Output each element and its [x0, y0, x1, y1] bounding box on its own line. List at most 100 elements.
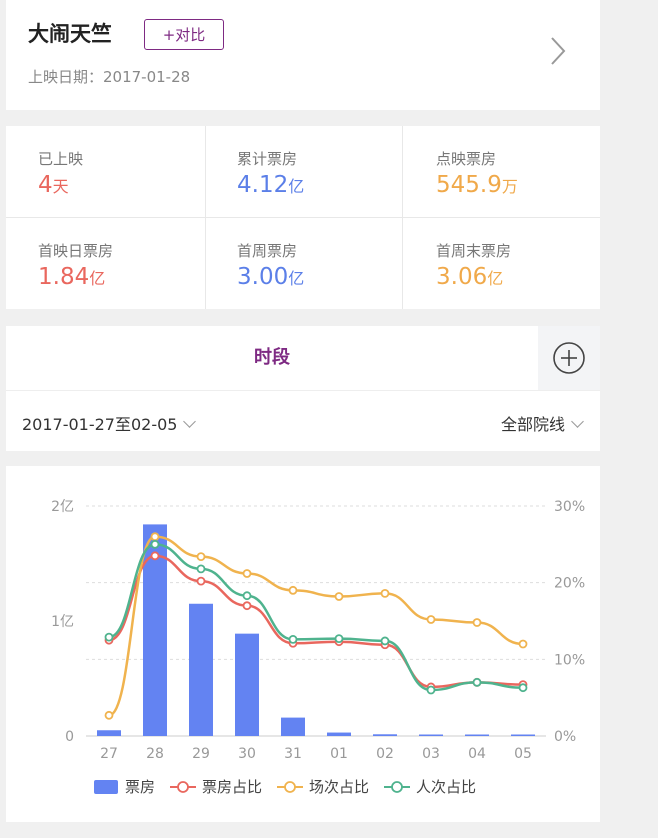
- legend-item[interactable]: 票房: [94, 776, 155, 797]
- bar: [189, 603, 213, 736]
- tab-bar: 时段: [6, 326, 600, 390]
- legend-label: 场次占比: [309, 778, 370, 796]
- data-point: [518, 639, 528, 649]
- data-point: [426, 615, 436, 624]
- legend-item[interactable]: 人次占比: [383, 776, 476, 797]
- series-line: [108, 543, 524, 692]
- stat-total-box-office: 累计票房 4.12亿: [205, 126, 401, 217]
- divider: [6, 217, 600, 218]
- stat-value: 545.9万: [436, 172, 518, 198]
- stat-value: 3.00亿: [237, 264, 305, 290]
- bar: [235, 633, 259, 736]
- data-point: [242, 569, 252, 578]
- data-point: [104, 710, 114, 720]
- chevron-right-icon[interactable]: [544, 34, 572, 68]
- data-point: [334, 634, 344, 644]
- legend-item[interactable]: 场次占比: [276, 776, 369, 797]
- x-axis-tick: 30: [238, 746, 256, 762]
- x-axis-tick: 01: [330, 746, 348, 762]
- stat-label: 首周末票房: [436, 242, 512, 260]
- data-point: [334, 592, 344, 601]
- stat-value: 4天: [38, 172, 69, 198]
- cinema-line-dropdown[interactable]: 全部院线: [501, 411, 584, 435]
- data-point: [196, 576, 206, 586]
- movie-title: 大闹天竺: [28, 22, 112, 46]
- data-point: [472, 677, 482, 687]
- bar: [511, 734, 535, 736]
- data-point: [196, 564, 206, 574]
- stat-label: 已上映: [38, 150, 84, 168]
- x-axis-tick: 05: [514, 746, 532, 762]
- box-office-chart: 0% 10% 20% 30% 0 1亿 2亿 27 28 29 30 31 01 02 03 04 05: [51, 499, 585, 762]
- legend-bar-swatch: [94, 779, 118, 794]
- left-axis-tick: 0: [65, 729, 74, 745]
- data-point: [288, 585, 298, 595]
- stat-first-weekend: 首周末票房 3.06亿: [404, 218, 600, 309]
- chevron-down-icon: [183, 415, 197, 428]
- legend-label: 票房: [125, 778, 156, 796]
- right-axis-tick: 10%: [554, 652, 585, 668]
- data-point: [242, 601, 252, 611]
- data-point: [104, 632, 114, 642]
- plus-circle-icon: [553, 342, 585, 374]
- right-axis-tick: 20%: [554, 576, 585, 592]
- chart-legend: 票房 票房占比 场次占比 人次占比: [94, 776, 490, 797]
- data-point: [380, 636, 390, 646]
- left-axis-tick: 2亿: [51, 499, 74, 515]
- x-axis-tick: 03: [422, 746, 440, 762]
- compare-button[interactable]: +对比: [144, 19, 224, 50]
- legend-line-swatch: [170, 780, 197, 793]
- series-line: [108, 535, 524, 717]
- tab-time-period[interactable]: 时段: [254, 347, 290, 368]
- filter-row: 2017-01-27至02-05 全部院线: [6, 390, 600, 451]
- stat-first-week: 首周票房 3.00亿: [205, 218, 401, 309]
- x-axis-tick: 04: [468, 746, 486, 762]
- bar: [465, 734, 489, 736]
- stat-days-released: 已上映 4天: [6, 126, 202, 217]
- stat-label: 累计票房: [237, 150, 298, 168]
- data-point: [196, 552, 206, 561]
- stat-label: 首映日票房: [38, 242, 114, 260]
- x-axis-tick: 29: [192, 746, 210, 762]
- legend-item[interactable]: 票房占比: [169, 776, 262, 797]
- date-range-dropdown[interactable]: 2017-01-27至02-05: [22, 411, 197, 435]
- data-point: [150, 539, 160, 549]
- data-point: [288, 634, 298, 644]
- stat-opening-day: 首映日票房 1.84亿: [6, 218, 202, 309]
- bar: [419, 734, 443, 736]
- data-point: [380, 589, 390, 598]
- stats-grid: 已上映 4天 累计票房 4.12亿 点映票房 545.9万 首映日票房 1.84…: [6, 126, 600, 309]
- stat-value: 4.12亿: [237, 172, 305, 198]
- data-point: [242, 591, 252, 601]
- data-point: [426, 685, 436, 695]
- bar: [97, 730, 121, 736]
- bar: [327, 732, 351, 736]
- bar: [373, 734, 397, 736]
- series-line: [108, 554, 524, 689]
- release-date: 上映日期：2017-01-28: [28, 68, 191, 86]
- right-axis-tick: 0%: [554, 729, 576, 745]
- data-point: [472, 618, 482, 627]
- stat-value: 3.06亿: [436, 264, 504, 290]
- movie-header[interactable]: 大闹天竺 +对比 上映日期：2017-01-28: [6, 0, 600, 110]
- chart-card: 0% 10% 20% 30% 0 1亿 2亿 27 28 29 30 31 01 02 03 04 05 票房票…: [6, 466, 600, 822]
- right-axis-tick: 30%: [554, 499, 585, 515]
- left-axis-tick: 1亿: [51, 614, 74, 630]
- stat-value: 1.84亿: [38, 264, 106, 290]
- legend-label: 票房占比: [202, 778, 263, 796]
- legend-label: 人次占比: [416, 778, 477, 796]
- data-point: [518, 683, 528, 693]
- bar: [281, 717, 305, 736]
- stat-preview-box-office: 点映票房 545.9万: [404, 126, 600, 217]
- data-point: [150, 551, 160, 561]
- add-tab-button[interactable]: [538, 326, 600, 390]
- stat-label: 点映票房: [436, 150, 497, 168]
- stat-label: 首周票房: [237, 242, 298, 260]
- x-axis-tick: 27: [100, 746, 118, 762]
- data-point: [150, 532, 160, 542]
- legend-line-swatch: [277, 780, 304, 793]
- chevron-down-icon: [571, 415, 584, 428]
- x-axis-tick: 31: [284, 746, 302, 762]
- legend-line-swatch: [384, 780, 411, 793]
- x-axis-tick: 02: [376, 746, 394, 762]
